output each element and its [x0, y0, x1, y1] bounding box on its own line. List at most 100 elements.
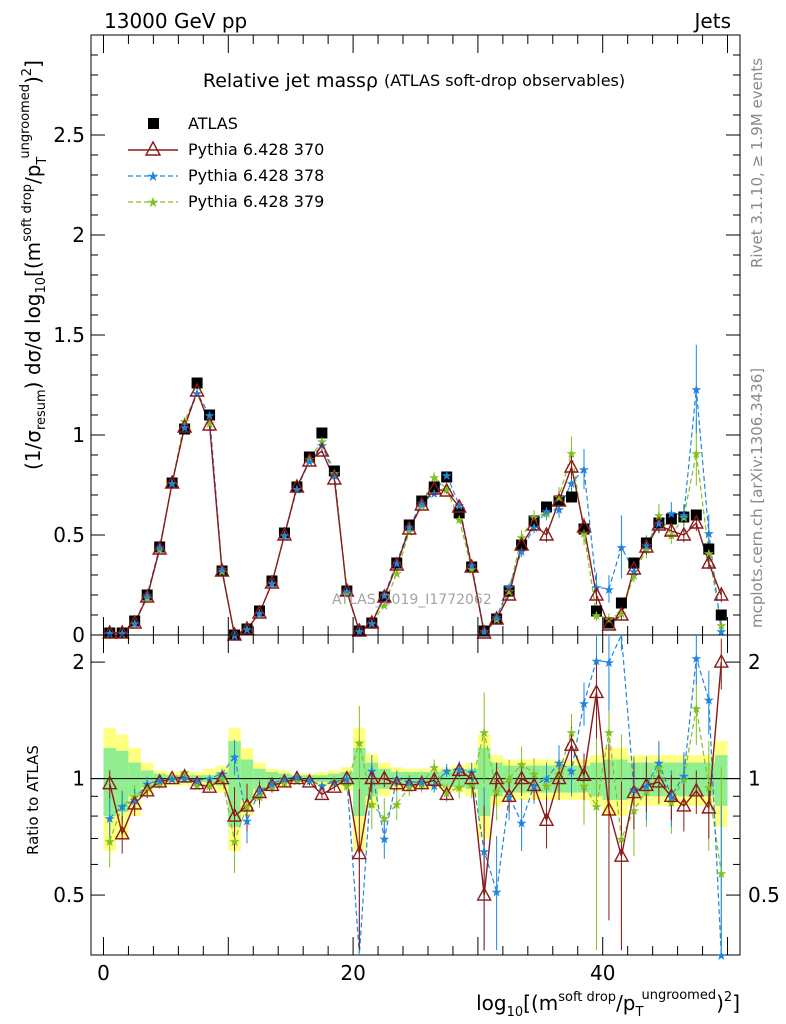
marker-p370 — [588, 586, 605, 601]
data-point-atlas — [428, 481, 440, 493]
ratio-marker-p370 — [201, 778, 218, 793]
ratio-marker-p379: ★ — [553, 768, 565, 783]
y-tick-label-bottom: 1 — [72, 767, 85, 791]
ratio-marker-p378: ★ — [541, 773, 553, 788]
marker-p379: ★ — [653, 509, 665, 524]
x-axis-label: log10[(msoft drop/pTungroomed)2] — [476, 988, 740, 1020]
ratio-marker-p379: ★ — [241, 800, 253, 815]
marker-p370 — [426, 480, 442, 495]
marker-p379: ★ — [678, 511, 690, 526]
marker-p370 — [251, 604, 268, 619]
ratio-marker-p370 — [339, 770, 355, 785]
data-point-atlas — [353, 625, 365, 637]
marker-p378: ★ — [279, 529, 291, 544]
legend-label-379: Pythia 6.428 379 — [188, 192, 324, 211]
y-axis-label-bottom: Ratio to ATLAS — [24, 745, 42, 855]
ratio-line-p379 — [109, 708, 722, 874]
marker-p379: ★ — [541, 507, 553, 522]
marker-p379: ★ — [166, 477, 178, 492]
ratio-marker-p378: ★ — [715, 949, 727, 964]
data-point-atlas — [141, 589, 153, 601]
data-point-atlas — [453, 507, 465, 519]
ratio-marker-p379: ★ — [478, 726, 490, 741]
ratio-marker-p370 — [326, 778, 343, 793]
ratio-marker-p378: ★ — [279, 773, 291, 788]
ratio-marker-p379: ★ — [329, 774, 341, 789]
data-point-atlas — [378, 591, 390, 603]
ratio-marker-p379: ★ — [616, 833, 628, 848]
ratio-marker-p379: ★ — [690, 702, 702, 717]
x-tick-label: 20 — [340, 961, 365, 985]
marker-p379: ★ — [403, 525, 415, 540]
ratio-marker-p379: ★ — [378, 812, 390, 827]
marker-p370 — [701, 554, 717, 569]
ratio-marker-p370 — [638, 776, 655, 792]
marker-p378: ★ — [179, 421, 191, 436]
marker-p378: ★ — [341, 585, 353, 600]
marker-p379: ★ — [466, 563, 478, 578]
marker-p379: ★ — [266, 577, 278, 592]
data-point-atlas — [204, 409, 216, 421]
x-tick-label: 40 — [590, 961, 615, 985]
ratio-marker-p378: ★ — [516, 817, 528, 832]
marker-p379: ★ — [154, 543, 166, 558]
marker-p378: ★ — [441, 469, 453, 484]
marker-p370 — [239, 620, 255, 635]
ratio-marker-p370 — [488, 770, 505, 785]
ratio-marker-p379: ★ — [354, 736, 366, 751]
ratio-marker-p379: ★ — [416, 778, 428, 793]
ratio-marker-p370 — [513, 770, 530, 785]
data-point-atlas — [640, 537, 652, 549]
marker-p370 — [688, 514, 704, 529]
ratio-marker-p379: ★ — [715, 867, 727, 882]
ratio-marker-p370 — [289, 770, 305, 785]
marker-p378: ★ — [191, 387, 203, 402]
ratio-marker-p379: ★ — [578, 779, 590, 794]
marker-p378: ★ — [316, 439, 328, 454]
ratio-marker-p370 — [463, 770, 480, 785]
ratio-marker-p379: ★ — [403, 781, 415, 796]
marker-p378: ★ — [378, 589, 390, 604]
marker-p370 — [526, 516, 542, 531]
data-point-atlas — [129, 615, 141, 627]
marker-p378: ★ — [466, 559, 478, 574]
ratio-marker-p370 — [189, 775, 205, 790]
marker-p379: ★ — [641, 543, 653, 558]
marker-p378: ★ — [690, 383, 702, 398]
marker-p378: ★ — [541, 505, 553, 520]
y-tick-label-top: 2.5 — [53, 123, 85, 147]
data-point-atlas — [491, 613, 503, 625]
marker-p379: ★ — [578, 527, 590, 542]
y-tick-label-bottom-right: 1 — [748, 767, 761, 791]
header-right: Jets — [693, 9, 731, 33]
data-point-atlas — [403, 519, 415, 531]
marker-p379: ★ — [703, 547, 715, 562]
ratio-marker-p378: ★ — [553, 757, 565, 772]
band-inner — [240, 759, 254, 801]
band-inner — [115, 750, 129, 812]
ratio-marker-p370 — [676, 797, 692, 812]
ratio-marker-p378: ★ — [329, 776, 341, 791]
marker-p378: ★ — [403, 521, 415, 536]
data-point-atlas — [216, 565, 228, 577]
marker-p378: ★ — [329, 469, 341, 484]
ratio-marker-p370 — [551, 770, 567, 785]
ratio-plot-area: 0.5 0.51 12 20 20 40★★★★ ★ ★ ★★ ★ ★★★★★ ★ ★ ★ ★ ★ ★★★★★★… — [53, 632, 780, 985]
data-point-atlas — [503, 585, 515, 597]
marker-p378: ★ — [653, 517, 665, 532]
legend-marker-379: ★ — [147, 195, 160, 211]
ratio-marker-p379: ★ — [279, 776, 291, 791]
ratio-marker-p370 — [688, 782, 704, 797]
ratio-marker-p378: ★ — [416, 776, 428, 791]
ratio-marker-p379: ★ — [666, 796, 678, 811]
marker-p379: ★ — [191, 387, 203, 402]
series-line-p370 — [109, 388, 722, 637]
data-point-atlas — [665, 513, 677, 525]
ratio-marker-p370 — [376, 770, 392, 785]
ratio-marker-p379: ★ — [541, 779, 553, 794]
marker-p370 — [114, 624, 130, 639]
marker-p370 — [389, 556, 405, 571]
ratio-marker-p379: ★ — [229, 835, 241, 850]
ratio-marker-p379: ★ — [204, 779, 216, 794]
